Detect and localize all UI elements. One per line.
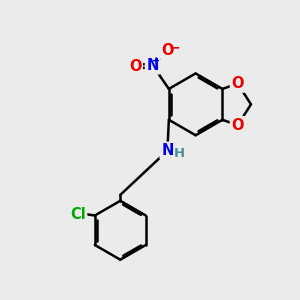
- Text: −: −: [169, 40, 181, 54]
- Text: O: O: [232, 76, 244, 91]
- Text: O: O: [129, 59, 141, 74]
- Text: O: O: [232, 118, 244, 133]
- Text: O: O: [162, 43, 174, 58]
- Text: N: N: [161, 143, 174, 158]
- Text: +: +: [152, 56, 160, 66]
- Text: H: H: [174, 147, 185, 160]
- Text: Cl: Cl: [70, 206, 86, 221]
- Text: N: N: [146, 58, 159, 73]
